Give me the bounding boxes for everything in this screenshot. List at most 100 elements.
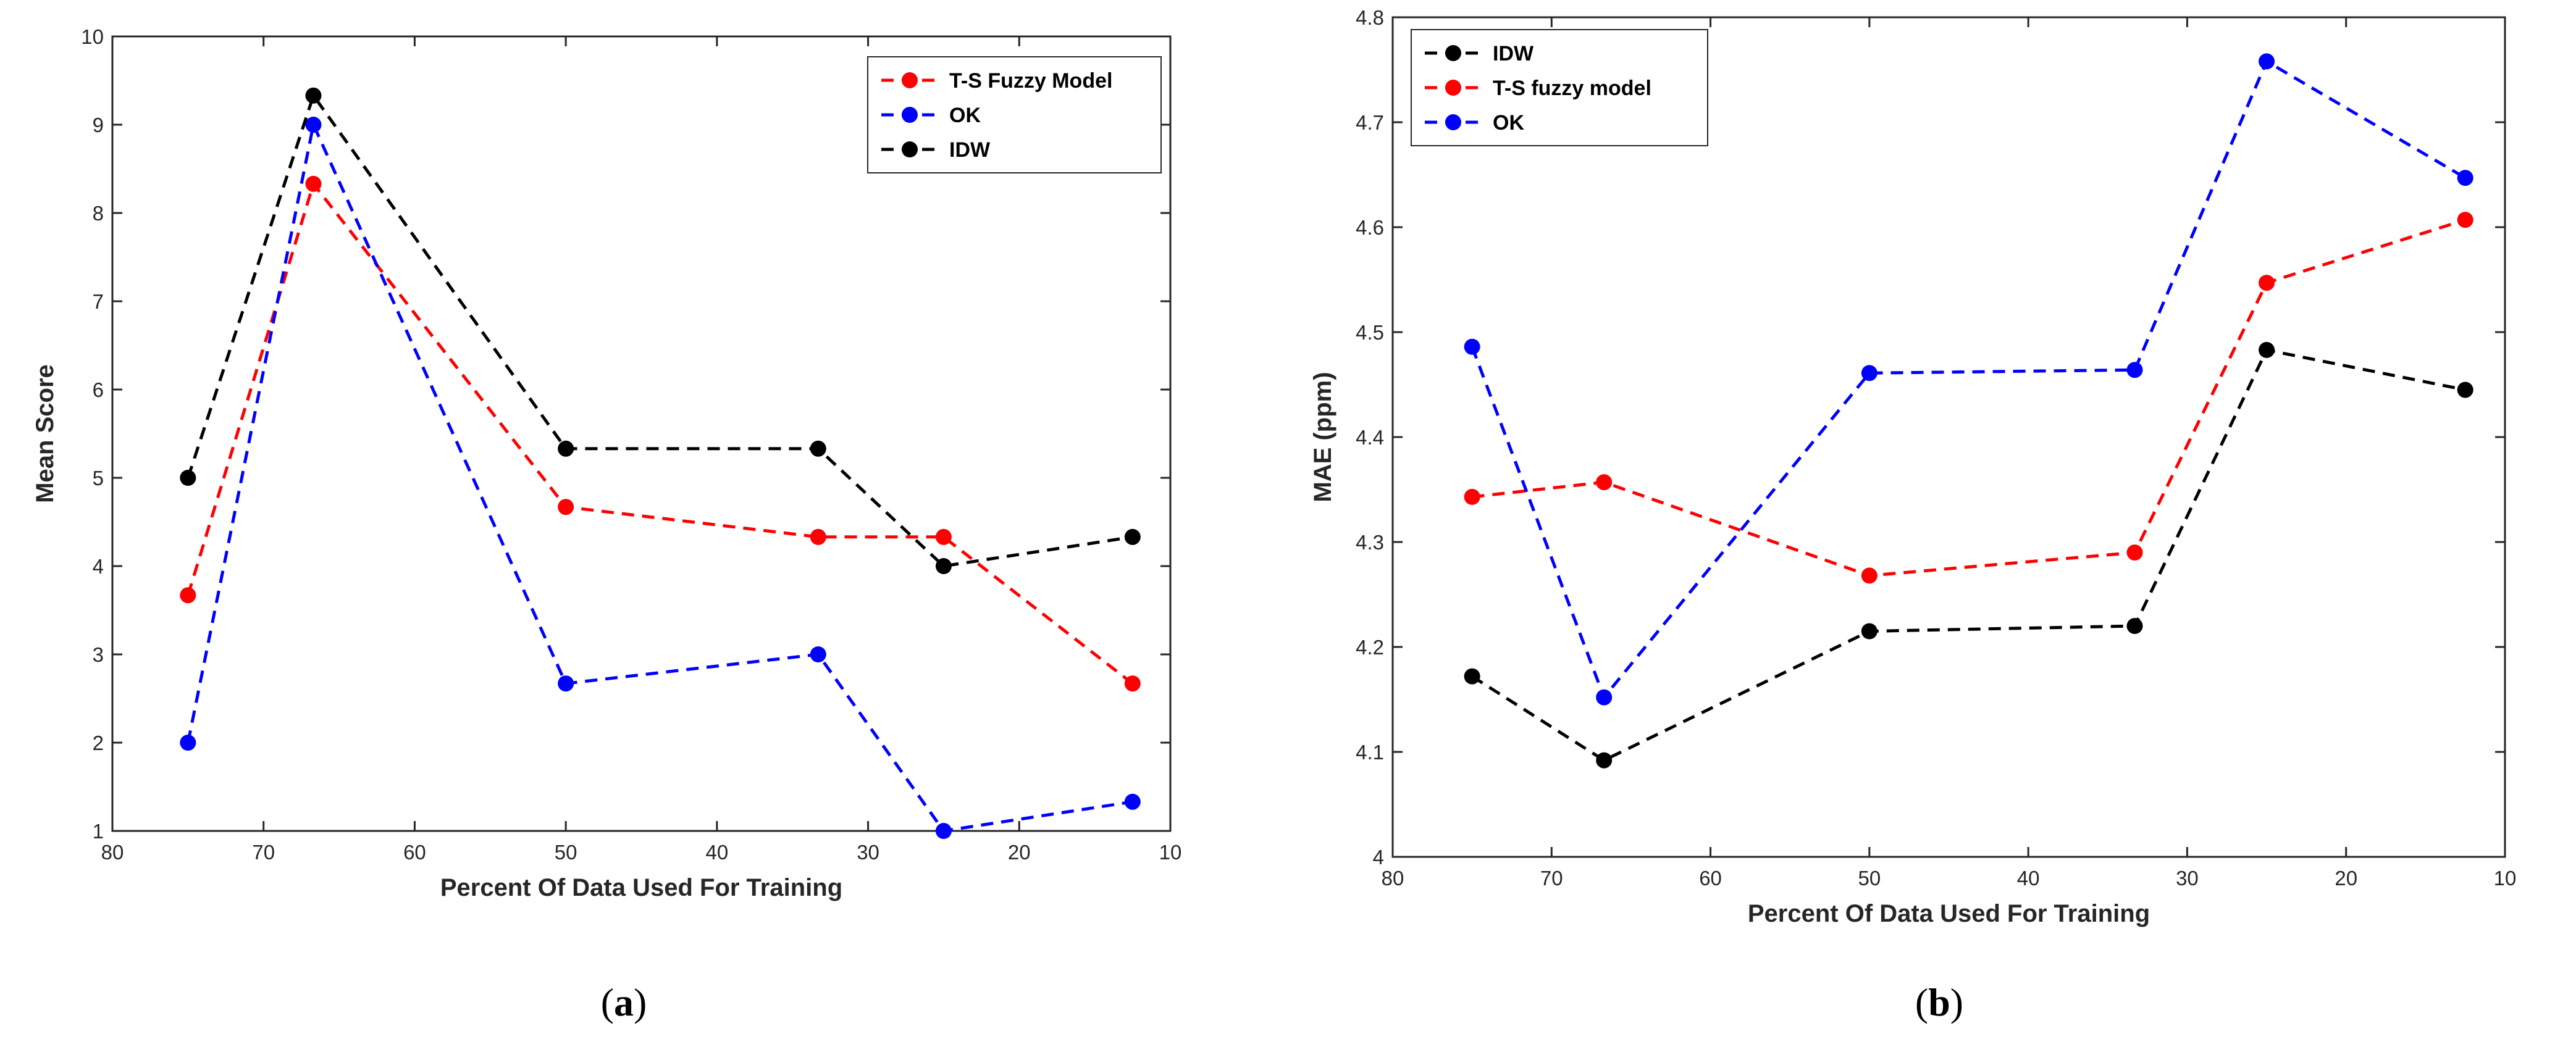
y-tick-label: 6 [93,378,104,401]
data-point [1861,567,1877,584]
x-tick-label: 20 [1008,841,1031,864]
x-tick-label: 10 [2494,867,2517,890]
data-point [2259,275,2275,291]
legend-marker [902,72,918,88]
data-point [2126,618,2143,634]
data-point [305,175,322,192]
data-point [935,558,952,574]
plot-frame [111,35,1172,832]
x-tick-label: 70 [1540,867,1563,890]
y-tick-label: 4.8 [1356,6,1384,29]
data-point [1464,488,1480,505]
data-point [180,735,196,751]
legend-label: IDW [949,138,991,162]
series-line-1 [186,119,1133,833]
data-point [810,646,826,662]
y-tick-label: 4.6 [1356,216,1384,239]
data-point [2259,53,2275,70]
data-point [1124,528,1141,545]
x-tick-label: 60 [1699,867,1722,890]
series-line-0 [187,180,1134,685]
x-tick-label: 60 [403,841,426,864]
data-point [305,117,322,133]
y-tick-label: 4.4 [1356,426,1384,449]
x-tick-label: 80 [1382,867,1404,890]
legend: IDW T-S fuzzy model OK [1411,29,1708,146]
legend: T-S Fuzzy Model OK IDW [867,56,1162,173]
legend-marker [902,141,918,157]
legend-label: OK [1493,111,1524,135]
caption-part: ( [1915,980,1928,1024]
data-point [2126,544,2143,561]
data-point [935,528,952,545]
y-tick-label: 4.7 [1356,111,1384,134]
legend-label: T-S fuzzy model [1493,77,1651,100]
legend-marker [1445,45,1461,61]
y-tick-label: 8 [93,202,104,225]
legend-marker [1445,114,1461,130]
data-point [810,440,826,457]
data-point [1596,689,1613,706]
series-line-2 [187,92,1133,568]
data-point [180,587,196,604]
series-line-1 [1472,218,2466,577]
data-point [935,823,952,839]
data-point [1861,623,1877,640]
x-tick-label: 70 [252,841,275,864]
legend-label: OK [949,104,981,127]
data-point [2457,382,2473,398]
data-point [2457,212,2473,228]
data-point [2259,341,2275,358]
y-axis-label: Mean Score [31,364,59,503]
x-axis-label: Percent Of Data Used For Training [440,874,842,901]
y-tick-label: 4.2 [1356,636,1384,659]
y-tick-label: 4 [93,555,104,578]
chart-a: 80 70 60 50 40 30 20 10 1 2 3 4 5 6 7 8 9 10 Percent Of Da… [31,25,1182,1024]
chart-b: 80 70 60 50 40 30 20 10 4 4.1 4.2 4.3 4.4 4.5 4.6 4.7 4.… [1309,6,2517,1024]
legend-label: T-S Fuzzy Model [949,69,1112,93]
series-line-0 [1471,348,2466,762]
x-tick-label: 80 [101,841,124,864]
y-tick-label: 7 [93,290,104,313]
caption-part: b [1928,980,1950,1024]
x-tick-label: 10 [1159,841,1182,864]
y-tick-label: 4 [1373,846,1384,869]
data-point [1596,474,1613,491]
y-tick-label: 10 [81,25,104,48]
x-axis-label: Percent Of Data Used For Training [1748,900,2150,927]
data-point [2457,170,2473,186]
y-tick-label: 9 [93,114,104,136]
y-tick-label: 3 [93,643,104,666]
y-tick-label: 1 [93,820,104,843]
x-tick-label: 50 [555,841,577,864]
data-point [810,528,826,545]
x-tick-label: 50 [1858,867,1881,890]
caption: (a) [601,980,647,1024]
caption-part: ( [601,980,614,1024]
legend-marker [1445,80,1461,96]
y-tick-label: 4.1 [1356,741,1384,764]
legend-marker [902,107,918,123]
y-tick-label: 5 [93,467,104,490]
data-point [558,675,574,692]
caption-part: a [614,980,634,1024]
y-axis-label: MAE (ppm) [1309,372,1336,502]
y-tick-label: 2 [93,732,104,754]
caption-part: ) [634,980,647,1024]
x-tick-label: 40 [705,841,728,864]
x-tick-label: 40 [2017,867,2040,890]
caption: (b) [1915,980,1963,1024]
data-point [1124,793,1141,810]
data-point [1124,675,1141,692]
x-tick-label: 30 [2176,867,2199,890]
data-point [1861,365,1877,382]
legend-label: IDW [1493,42,1534,65]
caption-part: ) [1950,980,1963,1024]
y-tick-label: 4.5 [1356,321,1384,344]
data-point [2126,362,2143,378]
data-point [1596,752,1613,769]
data-point [305,87,322,104]
data-point [558,499,574,515]
data-point [1464,338,1480,355]
series-line-2 [1471,59,2466,701]
